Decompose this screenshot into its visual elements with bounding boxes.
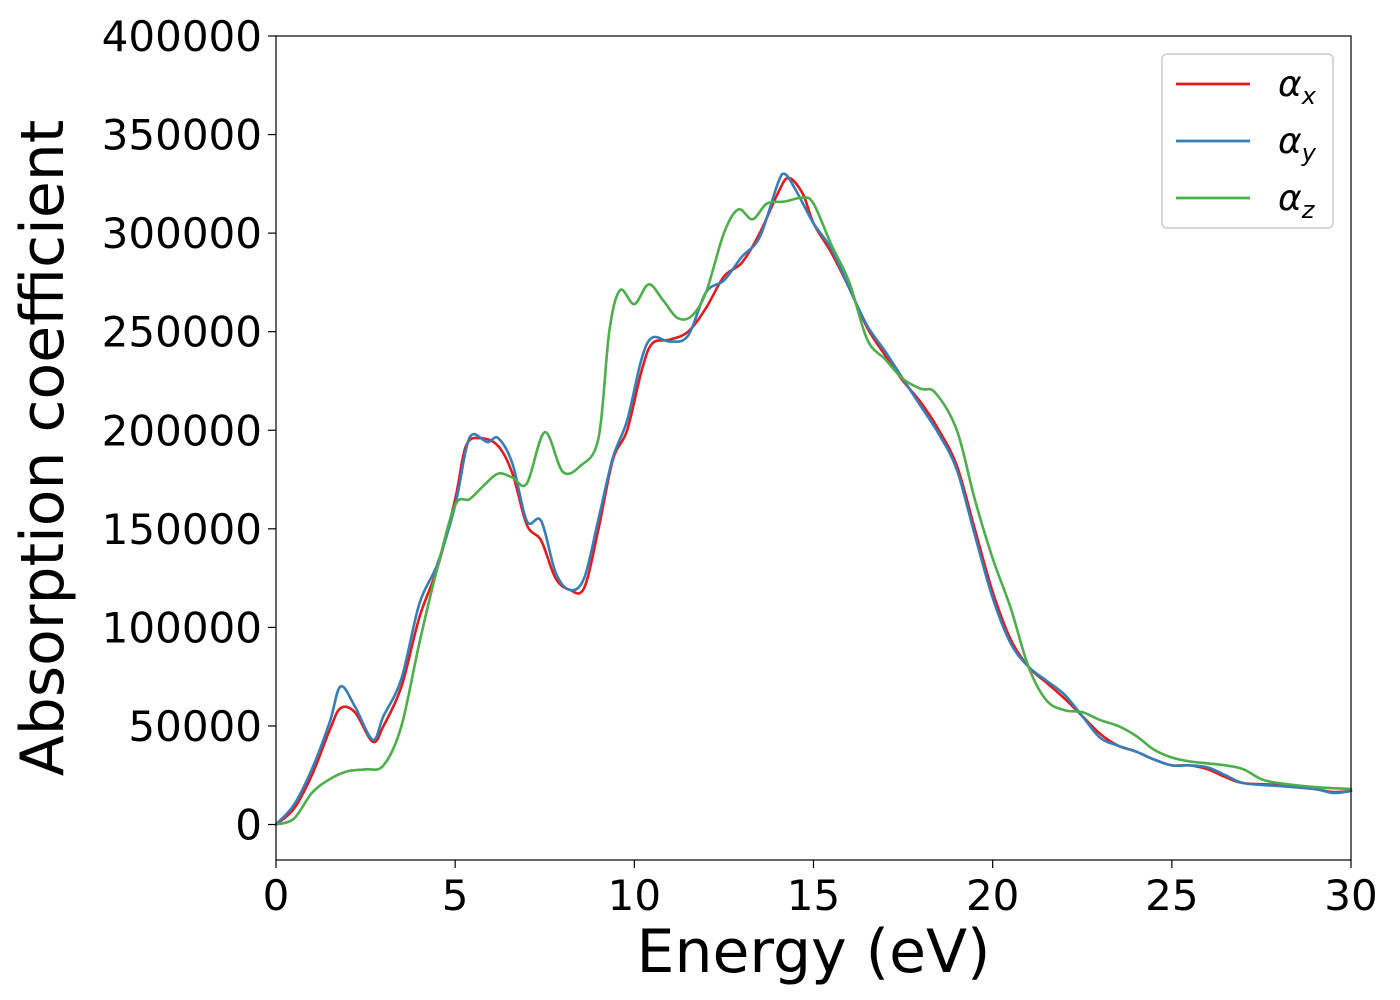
x-tick-label: 15	[787, 871, 840, 920]
y-tick-label: 150000	[102, 505, 262, 554]
y-tick-label: 250000	[102, 308, 262, 357]
y-tick-label: 0	[235, 801, 262, 850]
x-tick-label: 10	[608, 871, 661, 920]
legend-entry-x: αx	[1278, 64, 1317, 110]
y-axis-label: Absorption coefficient	[8, 120, 78, 777]
y-tick-label: 400000	[102, 12, 262, 61]
y-tick-label: 300000	[102, 209, 262, 258]
legend-entry-y: αy	[1278, 121, 1317, 167]
series-layer	[274, 172, 1353, 826]
legend: αx αy αz	[1161, 53, 1334, 229]
series-line-z	[274, 196, 1353, 826]
y-tick-label: 50000	[128, 702, 262, 751]
x-axis-label: Energy (eV)	[637, 917, 991, 987]
x-tick-label: 0	[263, 871, 290, 920]
x-tick-label: 25	[1145, 871, 1198, 920]
x-axis-ticks: 0 5 10 15 20 25 30	[263, 860, 1378, 920]
y-axis-ticks: 0 50000 100000 150000 200000 250000 300000 3500…	[102, 12, 276, 850]
y-tick-label: 350000	[102, 111, 262, 160]
x-tick-label: 5	[442, 871, 469, 920]
x-tick-label: 20	[966, 871, 1019, 920]
legend-entry-z: αz	[1278, 178, 1316, 224]
y-tick-label: 100000	[102, 603, 262, 652]
x-tick-label: 30	[1324, 871, 1377, 920]
y-tick-label: 200000	[102, 406, 262, 455]
